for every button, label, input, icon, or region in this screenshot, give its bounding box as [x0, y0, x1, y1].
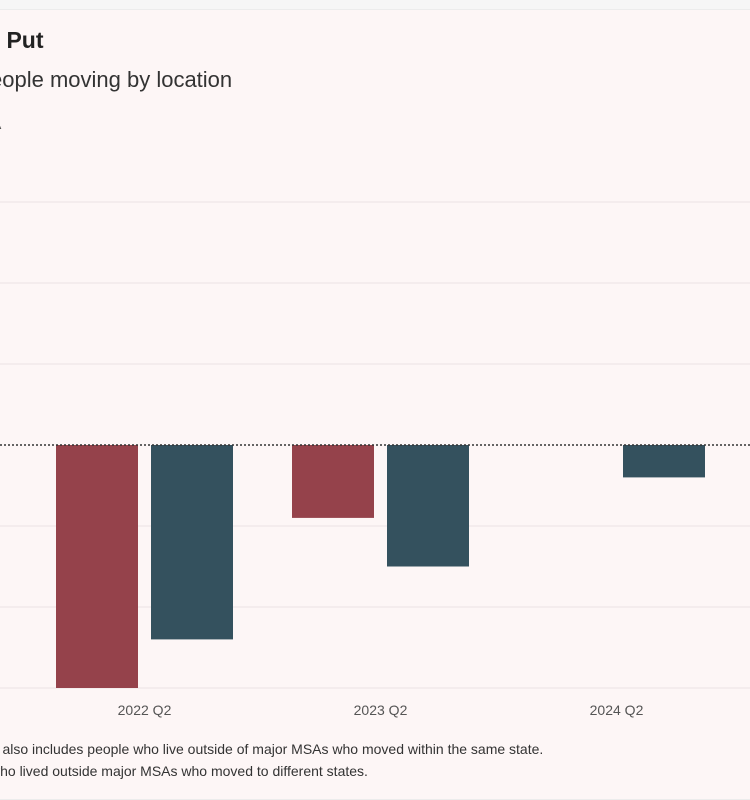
- bar-2022-q2-series-2: [151, 445, 233, 640]
- chart-card: g Put eople moving by location A 2022 Q2…: [0, 9, 750, 800]
- bar-2022-q2-series-1: [56, 445, 138, 688]
- x-tick-label: 2022 Q2: [118, 702, 172, 718]
- chart-subtitle: eople moving by location: [0, 67, 233, 92]
- y-axis-label: A: [0, 116, 1, 132]
- bar-2023-q2-series-1: [292, 445, 374, 518]
- bar-chart: 2022 Q2 2023 Q2 2024 Q2: [0, 201, 750, 718]
- x-tick-label: 2024 Q2: [590, 702, 644, 718]
- chart-title: g Put: [0, 27, 44, 53]
- bar-2024-q2-series-2: [623, 445, 705, 478]
- bar-2023-q2-series-2: [387, 445, 469, 567]
- footnote-1: A also includes people who live outside …: [0, 741, 544, 757]
- x-tick-label: 2023 Q2: [354, 702, 408, 718]
- footnote-2: who lived outside major MSAs who moved t…: [0, 763, 368, 779]
